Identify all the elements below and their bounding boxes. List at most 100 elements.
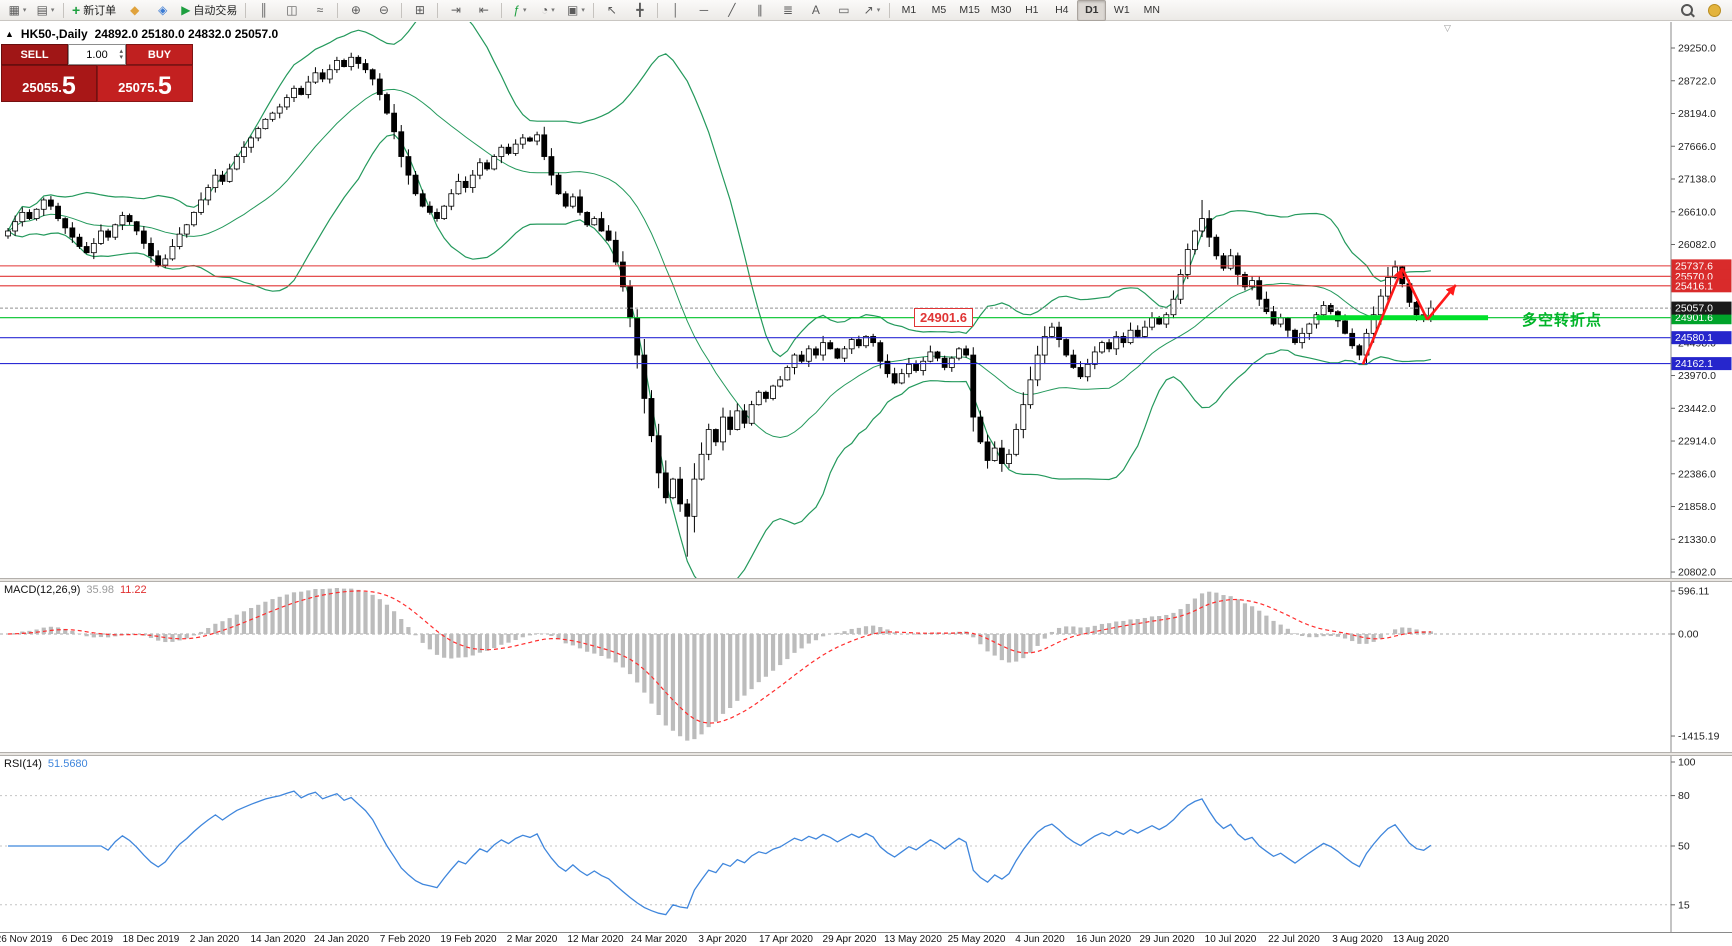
timeframe-h1-button[interactable]: H1: [1025, 4, 1039, 16]
new-chart-caret-icon: ▾: [22, 7, 27, 14]
rsi-line: [8, 790, 1432, 916]
svg-text:100: 100: [1678, 757, 1696, 769]
chart-shift-marker[interactable]: ▽: [1444, 23, 1451, 33]
community-icon: [1708, 3, 1721, 17]
time-axis-label: 12 Mar 2020: [567, 934, 624, 945]
time-axis-label: 3 Apr 2020: [698, 934, 747, 945]
trend-line-button[interactable]: ╱: [718, 0, 745, 21]
periods-button[interactable]: ◔ ▾: [534, 0, 561, 21]
search-button[interactable]: [1673, 0, 1700, 21]
time-axis-label: 13 Aug 2020: [1392, 934, 1450, 945]
timeframe-m30-button[interactable]: M30: [990, 4, 1012, 16]
svg-text:0.00: 0.00: [1678, 629, 1699, 641]
svg-text:596.11: 596.11: [1678, 586, 1709, 598]
volume-increase-button[interactable]: ▴: [119, 47, 123, 55]
timeframe-h4-button[interactable]: H4: [1055, 4, 1069, 16]
timeframe-d1-button[interactable]: D1: [1077, 0, 1107, 21]
sell-price-button[interactable]: 25055. 5: [1, 65, 97, 102]
market-icon: ◈: [158, 3, 168, 17]
turning-point-label: 多空转折点: [1522, 312, 1603, 329]
arrows-icon: ↗: [863, 3, 874, 17]
fibonacci-button[interactable]: ≣: [774, 0, 801, 21]
buy-price-button[interactable]: 25075. 5: [97, 65, 193, 102]
toolbar-separator: [593, 2, 595, 18]
toolbar-separator: [245, 2, 247, 18]
arrows-caret-icon: ▾: [876, 7, 881, 14]
vertical-line-button[interactable]: │: [662, 0, 689, 21]
main-chart-canvas[interactable]: 29250.0 28722.0 28194.0 27666.0 27138.0 26610…: [0, 22, 1732, 578]
horizontal-line-button[interactable]: ─: [690, 0, 717, 21]
svg-text:24901.6: 24901.6: [1675, 312, 1713, 324]
auto-scroll-button[interactable]: ⇥: [442, 0, 469, 21]
toolbar-separator: [501, 2, 503, 18]
timeframe-w1-button[interactable]: W1: [1113, 4, 1130, 16]
periods-icon: ◔: [541, 3, 549, 17]
templates-button[interactable]: ▣ ▾: [562, 0, 589, 21]
timeframe-m5-button[interactable]: M5: [931, 4, 947, 16]
fibonacci-icon: ≣: [782, 3, 793, 17]
channel-button[interactable]: ∥: [746, 0, 773, 21]
time-axis-label: 10 Jul 2020: [1204, 934, 1257, 945]
new-chart-button[interactable]: ▦ ▾: [4, 0, 31, 21]
svg-text:22914.0: 22914.0: [1678, 436, 1716, 448]
zoom-out-button[interactable]: ⊖: [370, 0, 397, 21]
time-axis-label: 3 Aug 2020: [1332, 934, 1383, 945]
svg-text:20802.0: 20802.0: [1678, 567, 1716, 578]
svg-text:-1415.19: -1415.19: [1678, 731, 1720, 743]
cursor-button[interactable]: ↖: [598, 0, 625, 21]
indicators-button[interactable]: ƒ ▾: [506, 0, 533, 21]
chart-bars-button[interactable]: ║: [250, 0, 277, 21]
chart-shift-button[interactable]: ⇤: [470, 0, 497, 21]
timeframe-mn-button[interactable]: MN: [1143, 4, 1160, 16]
trade-panel-toggle[interactable]: ▲: [5, 29, 14, 39]
chart-candles-button[interactable]: ◫: [278, 0, 305, 21]
search-icon: [1680, 4, 1693, 16]
time-axis-label: 26 Nov 2019: [0, 934, 53, 945]
time-axis-label: 2 Jan 2020: [189, 934, 240, 945]
volume-input[interactable]: 1.00 ▴ ▾: [68, 44, 126, 65]
volume-decrease-button[interactable]: ▾: [119, 53, 123, 61]
panel-splitter[interactable]: [0, 752, 1732, 756]
macd-canvas[interactable]: 596.11 0.00 -1415.19: [0, 582, 1732, 752]
buy-button[interactable]: BUY: [126, 44, 193, 65]
zoom-in-button[interactable]: ⊕: [342, 0, 369, 21]
text-label-button[interactable]: ▭: [830, 0, 857, 21]
svg-text:28722.0: 28722.0: [1678, 75, 1716, 87]
svg-text:29250.0: 29250.0: [1678, 43, 1716, 55]
market-button[interactable]: ◈: [149, 0, 176, 21]
crosshair-button[interactable]: ╋: [626, 0, 653, 21]
rsi-canvas[interactable]: 100 80 50 15: [0, 756, 1732, 932]
chart-profiles-button[interactable]: ▤ ▾: [32, 0, 59, 21]
new-order-button[interactable]: + 新订单: [68, 0, 120, 21]
svg-text:26082.0: 26082.0: [1678, 239, 1716, 251]
autotrading-label: 自动交易: [193, 5, 238, 17]
time-axis-label: 7 Feb 2020: [379, 934, 431, 945]
timeframe-m15-button[interactable]: M15: [959, 4, 980, 16]
toolbar-separator: [63, 2, 64, 18]
cursor-icon: ↖: [606, 3, 617, 17]
arrows-button[interactable]: ↗ ▾: [858, 0, 885, 21]
toolbar-separator: [401, 2, 403, 18]
time-axis-label: 2 Mar 2020: [506, 934, 558, 945]
timeframe-m1-button[interactable]: M1: [901, 4, 917, 16]
time-axis-label: 6 Dec 2019: [61, 934, 114, 945]
community-button[interactable]: [1701, 0, 1728, 21]
macd-main-value: 35.98: [86, 584, 114, 596]
text-button[interactable]: A: [802, 0, 829, 21]
chart-line-button[interactable]: ≈: [306, 0, 333, 21]
tile-windows-button[interactable]: ⊞: [406, 0, 433, 21]
time-axis-label: 4 Jun 2020: [1015, 934, 1065, 945]
sell-button[interactable]: SELL: [1, 44, 68, 65]
svg-text:50: 50: [1678, 841, 1690, 853]
time-axis-label: 16 Jun 2020: [1075, 934, 1132, 945]
indicators-caret-icon: ▾: [523, 7, 527, 14]
svg-text:23970.0: 23970.0: [1678, 370, 1716, 382]
chart-line-icon: ≈: [316, 3, 324, 17]
metaeditor-button[interactable]: ◆: [121, 0, 148, 21]
panel-splitter[interactable]: [0, 578, 1732, 582]
time-axis[interactable]: 26 Nov 2019 6 Dec 2019 18 Dec 2019 2 Jan 20…: [0, 932, 1732, 946]
candles-layer: [5, 52, 1434, 557]
autotrading-button[interactable]: ▶ 自动交易: [177, 0, 241, 21]
templates-icon: ▣: [566, 3, 579, 17]
svg-text:21330.0: 21330.0: [1678, 534, 1716, 546]
